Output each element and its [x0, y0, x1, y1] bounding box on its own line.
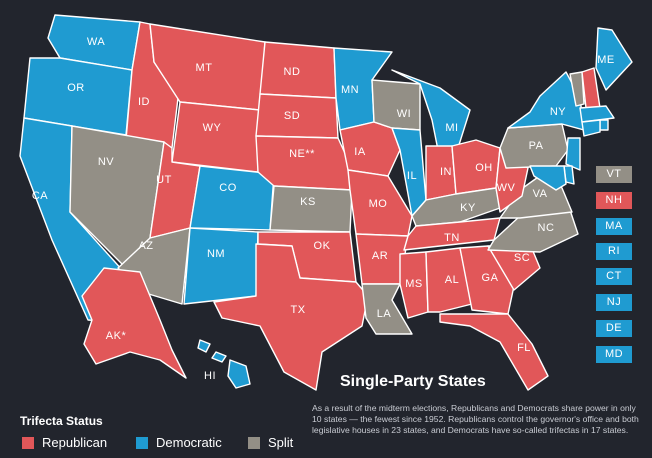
state-label-wv: WV [497, 182, 516, 194]
state-label-ga: GA [482, 272, 499, 284]
state-label-nm: NM [207, 248, 225, 260]
state-wi[interactable] [371, 79, 421, 131]
legend-item-republican: Republican [22, 435, 107, 450]
state-ga[interactable] [459, 245, 515, 315]
state-label-sd: SD [284, 110, 300, 122]
state-label-in: IN [440, 166, 452, 178]
state-ma[interactable] [579, 105, 615, 123]
state-label-ia: IA [354, 146, 366, 158]
legend-item-split: Split [248, 435, 293, 450]
state-label-ak: AK* [106, 330, 127, 342]
state-label-tx: TX [290, 304, 305, 316]
state-hi[interactable] [197, 339, 251, 389]
state-box-de[interactable]: DE [596, 320, 632, 337]
state-label-ms: MS [405, 278, 423, 290]
state-fl[interactable] [439, 313, 549, 391]
map-title: Single-Party States [340, 373, 486, 390]
state-ri[interactable] [599, 119, 609, 131]
state-nm[interactable] [183, 227, 259, 305]
legend-swatch-democratic [136, 436, 148, 449]
state-label-co: CO [219, 182, 237, 194]
state-me[interactable] [595, 27, 633, 91]
state-label-wa: WA [87, 36, 105, 48]
state-wy[interactable] [171, 101, 261, 173]
state-label-nc: NC [538, 222, 555, 234]
state-label-va: VA [533, 188, 548, 200]
legend-title: Trifecta Status [20, 414, 103, 428]
state-label-ne: NE** [289, 148, 315, 160]
state-nj[interactable] [565, 137, 581, 171]
map-description: As a result of the midterm elections, Re… [312, 403, 639, 435]
state-ne[interactable] [255, 135, 353, 191]
state-box-ct[interactable]: CT [596, 268, 632, 285]
state-label-al: AL [445, 274, 459, 286]
state-label-ks: KS [300, 196, 316, 208]
state-label-ca: CA [32, 190, 48, 202]
state-label-nd: ND [284, 66, 301, 78]
state-label-ok: OK [314, 240, 331, 252]
state-md[interactable] [529, 165, 567, 191]
state-ia[interactable] [339, 121, 401, 177]
state-al[interactable] [425, 247, 473, 313]
state-label-la: LA [377, 308, 392, 320]
state-label-ny: NY [550, 106, 566, 118]
state-box-nh[interactable]: NH [596, 192, 632, 209]
state-label-il: IL [407, 170, 417, 182]
legend-swatch-split [248, 436, 260, 449]
state-label-ar: AR [372, 250, 388, 262]
state-nh[interactable] [581, 67, 601, 109]
state-label-mi: MI [445, 122, 458, 134]
state-label-hi: HI [204, 370, 216, 382]
state-ak[interactable] [81, 267, 187, 379]
state-label-fl: FL [517, 342, 531, 354]
state-label-nv: NV [98, 156, 114, 168]
state-box-ri[interactable]: RI [596, 243, 632, 260]
state-label-me: ME [597, 54, 615, 66]
legend-label: Split [268, 435, 294, 450]
state-tx[interactable] [213, 243, 369, 391]
state-label-id: ID [138, 96, 150, 108]
state-box-md[interactable]: MD [596, 346, 632, 363]
state-label-or: OR [67, 82, 85, 94]
state-vt[interactable] [569, 71, 585, 107]
legend-item-democratic: Democratic [136, 435, 222, 450]
state-label-pa: PA [529, 140, 544, 152]
legend-label: Democratic [156, 435, 222, 450]
state-label-mt: MT [196, 62, 213, 74]
state-label-mo: MO [369, 198, 388, 210]
state-label-ky: KY [460, 202, 476, 214]
state-ks[interactable] [269, 185, 353, 233]
legend-label: Republican [42, 435, 108, 450]
state-label-az: AZ [138, 240, 153, 252]
state-label-wi: WI [397, 108, 411, 120]
state-label-tn: TN [444, 232, 460, 244]
state-label-ut: UT [156, 174, 172, 186]
state-box-ma[interactable]: MA [596, 218, 632, 235]
state-label-sc: SC [514, 252, 530, 264]
state-ms[interactable] [399, 251, 429, 319]
state-label-oh: OH [475, 162, 493, 174]
state-box-vt[interactable]: VT [596, 166, 632, 183]
state-label-mn: MN [341, 84, 359, 96]
state-box-nj[interactable]: NJ [596, 294, 632, 311]
legend-swatch-republican [22, 436, 34, 449]
state-label-wy: WY [203, 122, 222, 134]
state-ct[interactable] [581, 119, 601, 137]
